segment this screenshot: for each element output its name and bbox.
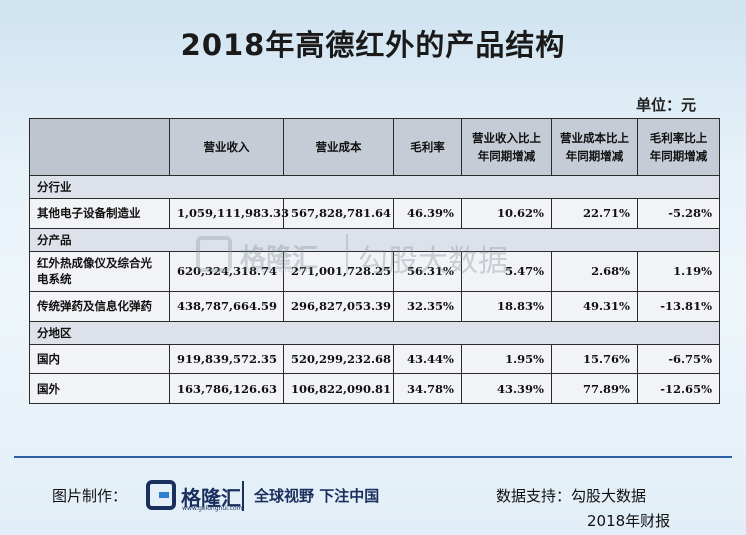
- table-row: 国外 163,786,126.63 106,822,090.81 34.78% …: [29, 373, 720, 404]
- table-row: 其他电子设备制造业 1,059,111,983.33 567,828,781.6…: [29, 198, 720, 229]
- row-name: 红外热成像仪及综合光电系统: [29, 250, 170, 293]
- header-cost: 营业成本: [283, 118, 394, 176]
- page-title: 2018年高德红外的产品结构: [180, 28, 566, 62]
- cell-cost: 106,822,090.81: [283, 373, 394, 404]
- data-support: 数据支持：勾股大数据: [496, 487, 647, 505]
- cell-cost: 567,828,781.64: [283, 198, 394, 229]
- cell-margin-change: 1.19%: [637, 250, 720, 293]
- cell-cost-change: 15.76%: [551, 343, 638, 375]
- cell-margin-change: -5.28%: [637, 198, 720, 229]
- cell-margin-change: -12.65%: [637, 373, 720, 404]
- footer-separator: [242, 481, 244, 511]
- header-margin-change: 毛利率比上年同期增减: [637, 118, 720, 176]
- product-structure-table: 营业收入 营业成本 毛利率 营业收入比上年同期增减 营业成本比上年同期增减 毛利…: [29, 118, 720, 404]
- header-margin: 毛利率: [393, 118, 462, 176]
- gelonghui-logo-icon: [146, 480, 176, 510]
- section-label: 分产品: [29, 227, 720, 252]
- logo-name: 格隆汇: [181, 486, 241, 510]
- table-row: 国内 919,839,572.35 520,299,232.68 43.44% …: [29, 343, 720, 375]
- cell-revenue: 438,787,664.59: [169, 291, 284, 322]
- cell-margin-change: -6.75%: [637, 343, 720, 375]
- unit-label: 单位：元: [635, 96, 696, 114]
- header-revenue-change: 营业收入比上年同期增减: [461, 118, 552, 176]
- section-row-industry: 分行业: [29, 174, 720, 200]
- cell-cost-change: 77.89%: [551, 373, 638, 404]
- cell-margin: 34.78%: [393, 373, 462, 404]
- cell-cost-change: 49.31%: [551, 291, 638, 322]
- cell-revenue-change: 5.47%: [461, 250, 552, 293]
- table-row: 红外热成像仪及综合光电系统 620,324,318.74 271,001,728…: [29, 250, 720, 293]
- cell-revenue: 1,059,111,983.33: [169, 198, 289, 229]
- made-by-label: 图片制作：: [52, 487, 128, 505]
- logo-sub: www.gelonghui.com: [182, 505, 243, 512]
- footer-divider: [14, 456, 732, 458]
- row-name: 国内: [29, 343, 170, 375]
- cell-margin: 32.35%: [393, 291, 462, 322]
- cell-margin: 56.31%: [393, 250, 462, 293]
- section-row-product: 分产品: [29, 227, 720, 252]
- section-label: 分行业: [29, 174, 720, 200]
- cell-cost-change: 2.68%: [551, 250, 638, 293]
- header-blank: [29, 118, 170, 176]
- slogan: 全球视野 下注中国: [254, 487, 380, 505]
- cell-revenue-change: 1.95%: [461, 343, 552, 375]
- cell-cost: 271,001,728.25: [283, 250, 394, 293]
- cell-cost: 520,299,232.68: [283, 343, 394, 375]
- cell-revenue: 919,839,572.35: [169, 343, 284, 375]
- row-name: 国外: [29, 373, 170, 404]
- header-revenue: 营业收入: [169, 118, 284, 176]
- data-source: 2018年财报: [587, 512, 671, 530]
- cell-revenue: 620,324,318.74: [169, 250, 284, 293]
- section-label: 分地区: [29, 320, 720, 345]
- row-name: 传统弹药及信息化弹药: [29, 291, 170, 322]
- cell-revenue: 163,786,126.63: [169, 373, 284, 404]
- header-cost-change: 营业成本比上年同期增减: [551, 118, 638, 176]
- cell-margin: 46.39%: [393, 198, 462, 229]
- cell-margin: 43.44%: [393, 343, 462, 375]
- cell-cost: 296,827,053.39: [283, 291, 394, 322]
- row-name: 其他电子设备制造业: [29, 198, 170, 229]
- cell-revenue-change: 43.39%: [461, 373, 552, 404]
- section-row-region: 分地区: [29, 320, 720, 345]
- cell-cost-change: 22.71%: [551, 198, 638, 229]
- cell-revenue-change: 18.83%: [461, 291, 552, 322]
- table-row: 传统弹药及信息化弹药 438,787,664.59 296,827,053.39…: [29, 291, 720, 322]
- cell-margin-change: -13.81%: [637, 291, 720, 322]
- cell-revenue-change: 10.62%: [461, 198, 552, 229]
- table-header-row: 营业收入 营业成本 毛利率 营业收入比上年同期增减 营业成本比上年同期增减 毛利…: [29, 118, 720, 176]
